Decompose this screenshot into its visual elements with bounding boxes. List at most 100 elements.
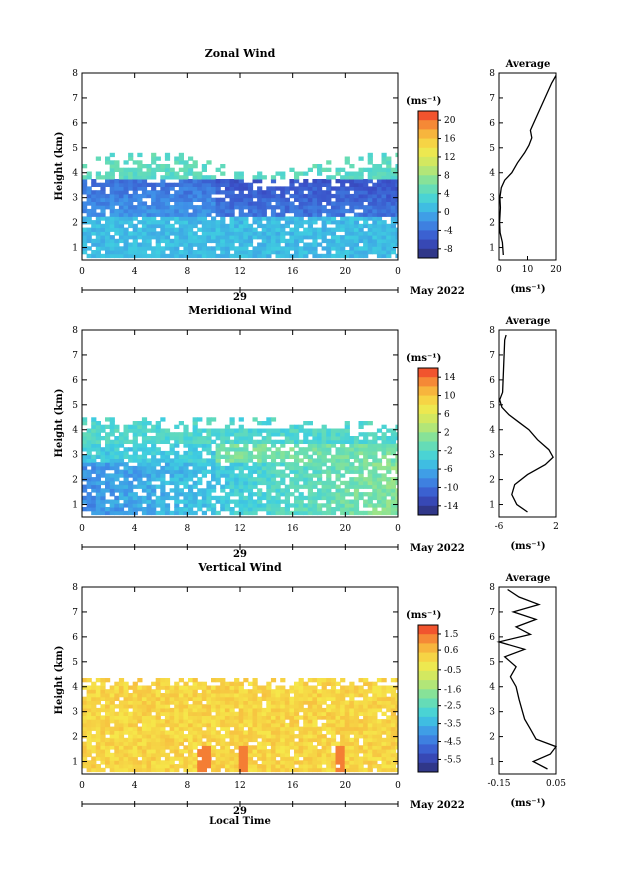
heatmap-cell: [229, 432, 235, 437]
heatmap-cell: [358, 205, 364, 210]
heatmap-cell: [141, 212, 148, 217]
heatmap-cell: [229, 439, 235, 444]
heatmap-cell: [344, 242, 350, 247]
heatmap-cell: [294, 238, 300, 244]
heatmap-cell: [247, 480, 254, 486]
heatmap-cell: [100, 186, 106, 191]
colorbar-tick-label: 16: [444, 135, 456, 145]
heatmap-cell: [312, 722, 318, 728]
heatmap-cell: [270, 719, 277, 724]
heatmap-cell: [261, 458, 267, 463]
heatmap-cell: [197, 175, 203, 180]
heatmap-cell: [238, 749, 244, 754]
heatmap-cell: [275, 253, 281, 259]
heatmap-cell: [132, 190, 138, 195]
heatmap-cell: [137, 253, 143, 259]
heatmap-cell: [211, 454, 217, 459]
heatmap-cell: [95, 495, 101, 501]
heatmap-cell: [178, 205, 184, 210]
y-tick-label: 2: [72, 219, 78, 229]
heatmap-cell: [326, 250, 332, 255]
heatmap-cell: [141, 428, 148, 433]
heatmap-cell: [229, 186, 235, 191]
heatmap-cell: [247, 242, 254, 247]
heatmap-cell: [303, 186, 309, 191]
heatmap-cell: [197, 681, 203, 686]
heatmap-cell: [395, 510, 398, 516]
heatmap-cell: [284, 216, 290, 221]
heatmap-cell: [197, 458, 203, 463]
heatmap-cell: [252, 510, 258, 516]
heatmap-cell: [294, 681, 300, 686]
heatmap-cell: [100, 756, 106, 761]
heatmap-cell: [178, 421, 184, 426]
heatmap-cell: [307, 250, 313, 255]
heatmap-cell: [317, 492, 323, 497]
heatmap-cell: [174, 465, 180, 471]
heatmap-cell: [307, 235, 313, 240]
heatmap-cell: [284, 462, 290, 467]
heatmap-cell: [353, 242, 360, 247]
heatmap-cell: [238, 507, 244, 512]
heatmap-cell: [390, 450, 396, 456]
heatmap-cell: [118, 745, 125, 750]
heatmap-cell: [321, 454, 327, 459]
heatmap-cell: [289, 477, 295, 482]
heatmap-cell: [261, 235, 267, 240]
heatmap-cell: [146, 235, 152, 240]
heatmap-cell: [105, 201, 111, 206]
heatmap-cell: [294, 767, 300, 773]
heatmap-cell: [372, 696, 378, 701]
heatmap-cell: [137, 480, 143, 486]
heatmap-cell: [155, 719, 161, 724]
heatmap-cell: [215, 458, 221, 463]
heatmap-cell: [386, 160, 392, 165]
heatmap-cell: [178, 220, 184, 225]
heatmap-cell: [234, 767, 240, 773]
heatmap-cell: [353, 193, 360, 199]
heatmap-cell: [137, 473, 143, 478]
heatmap-cell: [266, 216, 272, 221]
heatmap-cell: [215, 443, 221, 448]
heatmap-cell: [252, 417, 258, 422]
heatmap-cell: [298, 235, 304, 240]
heatmap-cell: [312, 510, 318, 516]
heatmap-cell: [215, 462, 221, 467]
heatmap-cell: [82, 752, 88, 758]
heatmap-cell: [169, 745, 175, 750]
heatmap-cell: [294, 223, 300, 229]
heatmap-cell: [381, 227, 387, 232]
heatmap-cell: [358, 477, 364, 482]
heatmap-cell: [386, 212, 392, 217]
heatmap-cell: [215, 730, 221, 735]
heatmap-cell: [141, 689, 148, 694]
heatmap-cell: [353, 503, 360, 508]
heatmap-cell: [215, 722, 221, 728]
heatmap-cell: [257, 745, 263, 750]
heatmap-cell: [206, 689, 212, 694]
heatmap-cell: [335, 436, 341, 441]
heatmap-cell: [275, 216, 281, 221]
heatmap-cell: [164, 696, 171, 701]
heatmap-cell: [169, 707, 175, 713]
heatmap-cell: [91, 197, 97, 202]
heatmap-cell: [275, 447, 281, 452]
heatmap-cell: [178, 193, 184, 199]
heatmap-cell: [303, 462, 309, 467]
heatmap-cell: [326, 767, 332, 773]
heatmap-cell: [298, 465, 304, 471]
heatmap-cell: [95, 171, 101, 176]
heatmap-cell: [128, 722, 134, 728]
heatmap-cell: [82, 439, 88, 444]
x-axis-label: Local Time: [209, 816, 271, 827]
heatmap-cell: [289, 730, 295, 735]
heatmap-cell: [123, 160, 129, 165]
heatmap-cell: [229, 741, 235, 746]
heatmap-cell: [164, 767, 171, 773]
heatmap-cell: [363, 454, 369, 459]
heatmap-cell: [294, 760, 300, 765]
heatmap-cell: [132, 704, 138, 709]
heatmap-cell: [317, 707, 323, 713]
heatmap-cell: [353, 231, 360, 236]
heatmap-cell: [395, 231, 398, 236]
